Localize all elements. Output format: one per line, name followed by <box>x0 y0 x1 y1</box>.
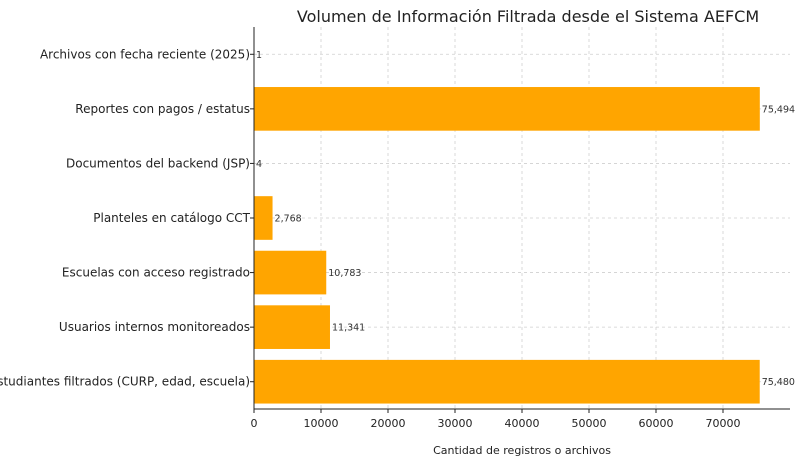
bar <box>254 305 330 349</box>
bar-value-label: 10,783 <box>328 268 361 279</box>
value-labels: 1 75,494 4 2,768 10,783 11,341 75,480 <box>256 50 795 388</box>
x-tick-label: 10000 <box>304 417 339 430</box>
bar <box>254 196 273 240</box>
category-labels: Archivos con fecha reciente (2025) Report… <box>0 47 254 389</box>
grid-lines <box>253 27 790 409</box>
x-tick-label: 40000 <box>505 417 540 430</box>
category-label: Reportes con pagos / estatus <box>75 102 250 116</box>
category-label: Estudiantes filtrados (CURP, edad, escue… <box>0 375 250 389</box>
x-tick-label: 50000 <box>572 417 607 430</box>
category-label: Escuelas con acceso registrado <box>62 266 250 280</box>
bars <box>254 32 760 404</box>
category-label: Documentos del backend (JSP) <box>66 156 250 170</box>
category-label: Planteles en catálogo CCT <box>93 211 250 225</box>
x-tick-label: 30000 <box>438 417 473 430</box>
bar <box>254 87 760 131</box>
bar-value-label: 75,494 <box>762 104 795 115</box>
bar-value-label: 1 <box>256 50 262 61</box>
x-axis-ticks: 0 10000 20000 30000 40000 50000 60000 70000 <box>251 409 741 430</box>
bar-value-label: 11,341 <box>332 323 365 334</box>
bar <box>254 359 760 404</box>
category-label: Archivos con fecha reciente (2025) <box>40 47 250 61</box>
chart-title: Volumen de Información Filtrada desde el… <box>297 7 759 26</box>
x-tick-label: 60000 <box>639 417 674 430</box>
bar <box>254 250 327 295</box>
bar-value-label: 75,480 <box>762 377 795 388</box>
bar-value-label: 2,768 <box>275 214 302 225</box>
x-tick-label: 0 <box>251 417 258 430</box>
category-label: Usuarios internos monitoreados <box>59 320 250 334</box>
x-tick-label: 70000 <box>706 417 741 430</box>
x-axis-label: Cantidad de registros o archivos <box>433 444 611 457</box>
x-tick-label: 20000 <box>371 417 406 430</box>
bar-value-label: 4 <box>256 159 262 170</box>
